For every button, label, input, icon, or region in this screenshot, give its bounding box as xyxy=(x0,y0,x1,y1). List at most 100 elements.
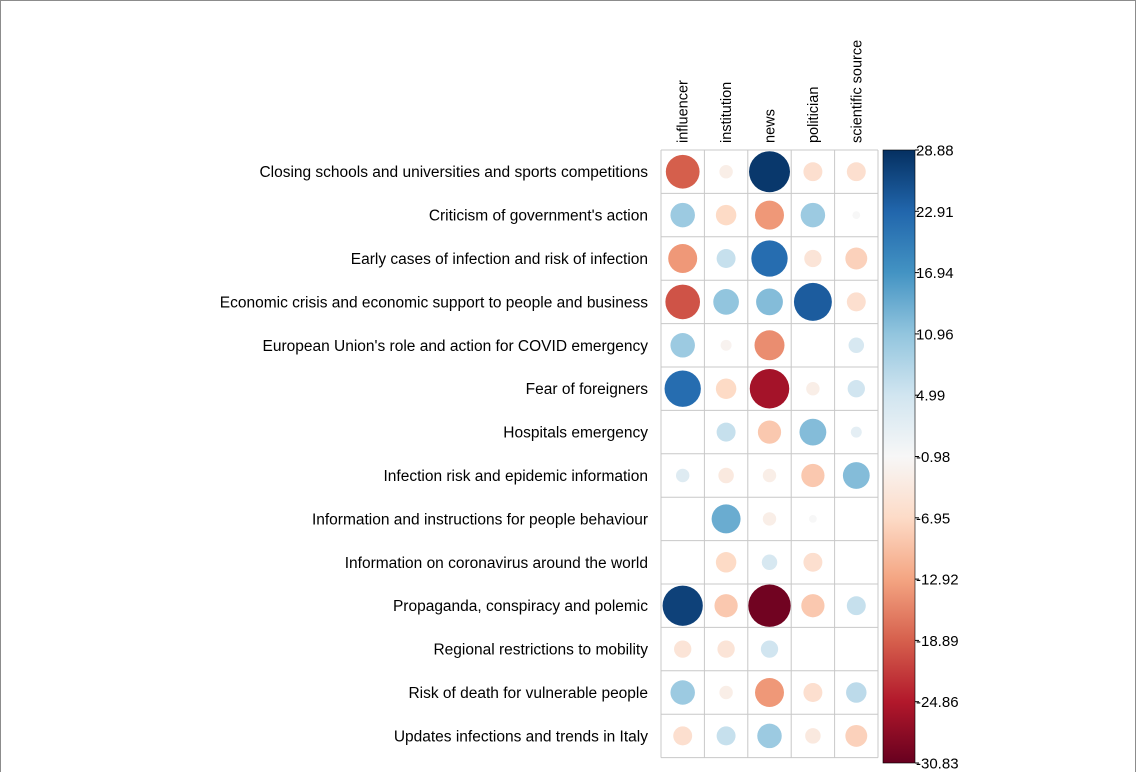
correlation-circle xyxy=(665,154,700,189)
colorbar: 28.88 22.91 16.94 10.96 4.99 -0.98 -6.95 -12.92… xyxy=(882,143,959,773)
correlation-circle xyxy=(713,289,739,315)
correlation-circle xyxy=(846,162,866,182)
correlation-circle xyxy=(805,728,821,744)
column-label: institution xyxy=(719,82,735,143)
row-label: Infection risk and epidemic information xyxy=(384,468,649,485)
correlation-circle xyxy=(801,463,825,488)
correlation-circle xyxy=(846,596,866,616)
row-label: Updates infections and trends in Italy xyxy=(394,728,648,745)
correlation-circle xyxy=(848,337,865,354)
correlation-circle xyxy=(749,368,790,409)
correlation-circle xyxy=(842,462,870,489)
row-label: Regional restrictions to mobility xyxy=(433,642,648,659)
correlation-circle xyxy=(761,554,778,571)
colorbar-tick-label: -30.83 xyxy=(916,756,959,773)
row-label: Information on coronavirus around the wo… xyxy=(345,555,648,572)
correlation-circle xyxy=(806,381,820,396)
column-label: scientific source xyxy=(849,40,865,143)
colorbar-gradient xyxy=(882,149,916,764)
correlation-circle xyxy=(715,552,737,573)
correlation-circle xyxy=(668,244,698,273)
column-label: influencer xyxy=(676,80,692,143)
correlation-circle xyxy=(803,162,823,182)
correlation-circle xyxy=(803,552,823,572)
correlation-circle xyxy=(714,594,738,618)
correlation-circle xyxy=(801,594,825,618)
correlation-circle xyxy=(803,683,823,702)
row-label: Closing schools and universities and spo… xyxy=(259,164,648,181)
correlation-circle xyxy=(717,640,735,658)
correlation-circle xyxy=(673,726,693,746)
row-label: Hospitals emergency xyxy=(503,425,648,442)
correlation-circle xyxy=(799,418,827,446)
correlation-circle xyxy=(756,288,783,316)
correlation-circle xyxy=(749,151,790,193)
correlation-circle xyxy=(718,467,734,484)
column-label: news xyxy=(763,109,779,143)
correlation-circle xyxy=(804,249,822,268)
colorbar-tick-label: 4.99 xyxy=(916,388,945,405)
correlation-circle xyxy=(757,420,782,444)
column-label: politician xyxy=(806,87,822,143)
correlation-circle xyxy=(846,682,867,703)
colorbar-tick-label: -6.95 xyxy=(916,510,950,527)
correlation-circle xyxy=(847,380,865,398)
correlation-circle xyxy=(719,164,733,179)
correlation-circle xyxy=(755,200,784,230)
correlation-circle xyxy=(670,680,695,705)
correlation-circle xyxy=(845,724,868,747)
correlation-circle xyxy=(675,468,690,483)
correlation-circle xyxy=(757,723,782,749)
correlation-circle xyxy=(716,726,736,746)
correlation-circle xyxy=(670,202,695,228)
row-labels: Closing schools and universities and spo… xyxy=(220,164,648,745)
correlation-circle xyxy=(852,211,861,219)
colorbar-tick-label: -18.89 xyxy=(916,633,959,650)
correlation-circle xyxy=(664,370,701,407)
column-labels: influencer institution news politician scien… xyxy=(676,40,866,143)
correlation-circle xyxy=(715,378,737,399)
grid xyxy=(660,149,879,759)
row-label: Propaganda, conspiracy and polemic xyxy=(393,598,648,615)
correlation-circle xyxy=(754,330,785,361)
correlation-circle xyxy=(800,202,826,228)
row-label: Information and instructions for people … xyxy=(312,511,648,528)
correlation-circle xyxy=(845,247,868,270)
correlation-circle xyxy=(762,512,777,526)
colorbar-tick-label: 10.96 xyxy=(916,326,954,343)
colorbar-tick-label: 22.91 xyxy=(916,204,954,221)
correlation-circle xyxy=(662,585,703,626)
correlation-circle xyxy=(751,240,788,277)
correlation-circle xyxy=(670,333,695,358)
correlation-circle xyxy=(793,282,832,321)
row-label: Risk of death for vulnerable people xyxy=(408,685,648,702)
row-label: Criticism of government's action xyxy=(429,208,648,225)
correlation-circle xyxy=(665,284,701,320)
correlation-circle xyxy=(674,640,692,658)
correlation-circle xyxy=(755,678,784,707)
correlation-circle xyxy=(762,468,777,483)
correlation-circle xyxy=(716,249,736,268)
correlation-circle xyxy=(715,204,737,226)
colorbar-tick-label: -12.92 xyxy=(916,572,959,589)
correlation-circle xyxy=(720,339,732,351)
correlation-circle xyxy=(748,584,791,627)
colorbar-tick-label: -24.86 xyxy=(916,694,959,711)
correlation-circle xyxy=(719,685,733,700)
correlation-circle xyxy=(711,504,741,534)
circles xyxy=(662,151,870,749)
colorbar-tick-label: 16.94 xyxy=(916,265,954,282)
correlation-circle xyxy=(846,292,866,312)
colorbar-tick-label: -0.98 xyxy=(916,449,950,466)
colorbar-tick-label: 28.88 xyxy=(916,143,954,160)
correlation-circle xyxy=(760,640,779,658)
row-label: Fear of foreigners xyxy=(526,381,649,398)
correlation-circle xyxy=(850,426,862,438)
row-label: Early cases of infection and risk of inf… xyxy=(351,251,648,268)
row-label: European Union's role and action for COV… xyxy=(263,338,649,355)
correlation-circle xyxy=(716,422,736,442)
correlation-circle xyxy=(809,515,817,523)
row-label: Economic crisis and economic support to … xyxy=(220,294,648,311)
